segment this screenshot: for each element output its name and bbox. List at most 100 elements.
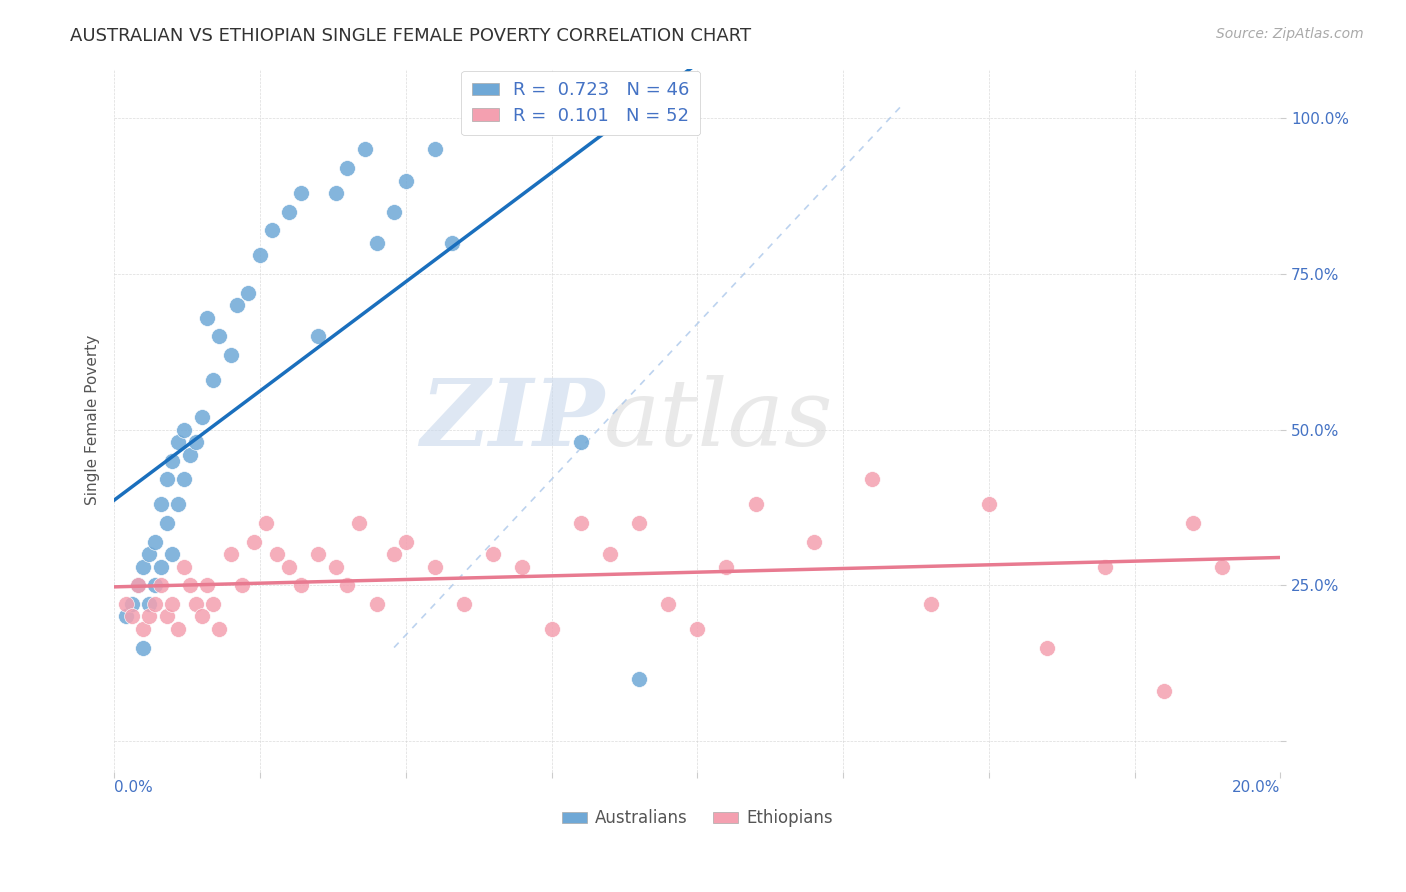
Point <box>208 622 231 636</box>
Point <box>599 547 621 561</box>
Point <box>260 223 283 237</box>
Point <box>197 578 219 592</box>
Point <box>464 112 486 126</box>
Point <box>167 435 190 450</box>
Point <box>441 235 464 250</box>
Point <box>325 559 347 574</box>
Text: 0.0%: 0.0% <box>114 780 153 795</box>
Point <box>184 597 207 611</box>
Point <box>336 578 359 592</box>
Point <box>278 559 301 574</box>
Point <box>266 547 288 561</box>
Point <box>278 204 301 219</box>
Point <box>190 410 212 425</box>
Point <box>167 497 190 511</box>
Point <box>354 143 377 157</box>
Point <box>132 559 155 574</box>
Text: ZIP: ZIP <box>420 376 605 466</box>
Point <box>423 559 446 574</box>
Point <box>231 578 253 592</box>
Point <box>149 578 172 592</box>
Point <box>115 597 138 611</box>
Point <box>138 609 160 624</box>
Point <box>744 497 766 511</box>
Point <box>307 547 329 561</box>
Point <box>382 204 405 219</box>
Point <box>382 547 405 561</box>
Point <box>716 559 738 574</box>
Point <box>977 497 1000 511</box>
Point <box>173 559 195 574</box>
Point <box>202 597 225 611</box>
Point <box>657 597 679 611</box>
Point <box>162 597 184 611</box>
Point <box>219 547 242 561</box>
Text: 20.0%: 20.0% <box>1232 780 1281 795</box>
Point <box>143 534 166 549</box>
Point <box>121 597 143 611</box>
Point <box>627 516 650 530</box>
Y-axis label: Single Female Poverty: Single Female Poverty <box>86 335 100 506</box>
Point <box>179 448 201 462</box>
Point <box>132 640 155 655</box>
Point <box>1094 559 1116 574</box>
Point <box>197 310 219 325</box>
Point <box>190 609 212 624</box>
Point <box>208 329 231 343</box>
Point <box>156 609 179 624</box>
Point <box>569 435 592 450</box>
Point <box>1153 684 1175 698</box>
Point <box>366 597 388 611</box>
Point <box>920 597 942 611</box>
Point <box>184 435 207 450</box>
Point <box>179 578 201 592</box>
Point <box>482 547 505 561</box>
Point <box>453 597 475 611</box>
Point <box>512 112 534 126</box>
Point <box>627 672 650 686</box>
Text: AUSTRALIAN VS ETHIOPIAN SINGLE FEMALE POVERTY CORRELATION CHART: AUSTRALIAN VS ETHIOPIAN SINGLE FEMALE PO… <box>70 27 751 45</box>
Point <box>225 298 247 312</box>
Point <box>173 472 195 486</box>
Point <box>149 559 172 574</box>
Point <box>1211 559 1233 574</box>
Point <box>243 534 266 549</box>
Point <box>1181 516 1204 530</box>
Point <box>347 516 370 530</box>
Point <box>307 329 329 343</box>
Point <box>162 547 184 561</box>
Point <box>366 235 388 250</box>
Point <box>173 423 195 437</box>
Point <box>1036 640 1059 655</box>
Point <box>395 173 418 187</box>
Point <box>336 161 359 175</box>
Point <box>803 534 825 549</box>
Point <box>395 534 418 549</box>
Point <box>121 609 143 624</box>
Point <box>512 559 534 574</box>
Point <box>249 248 271 262</box>
Point <box>325 186 347 200</box>
Point <box>127 578 149 592</box>
Point <box>238 285 260 300</box>
Point <box>167 622 190 636</box>
Point <box>254 516 277 530</box>
Point <box>162 454 184 468</box>
Point <box>540 622 562 636</box>
Point <box>138 597 160 611</box>
Point <box>156 472 179 486</box>
Point <box>482 112 505 126</box>
Point <box>132 622 155 636</box>
Text: atlas: atlas <box>605 376 834 466</box>
Point <box>219 348 242 362</box>
Point <box>860 472 883 486</box>
Legend: Australians, Ethiopians: Australians, Ethiopians <box>555 803 839 834</box>
Point <box>290 186 312 200</box>
Point <box>202 373 225 387</box>
Point <box>569 516 592 530</box>
Point <box>290 578 312 592</box>
Point <box>149 497 172 511</box>
Point <box>143 597 166 611</box>
Text: Source: ZipAtlas.com: Source: ZipAtlas.com <box>1216 27 1364 41</box>
Point <box>423 143 446 157</box>
